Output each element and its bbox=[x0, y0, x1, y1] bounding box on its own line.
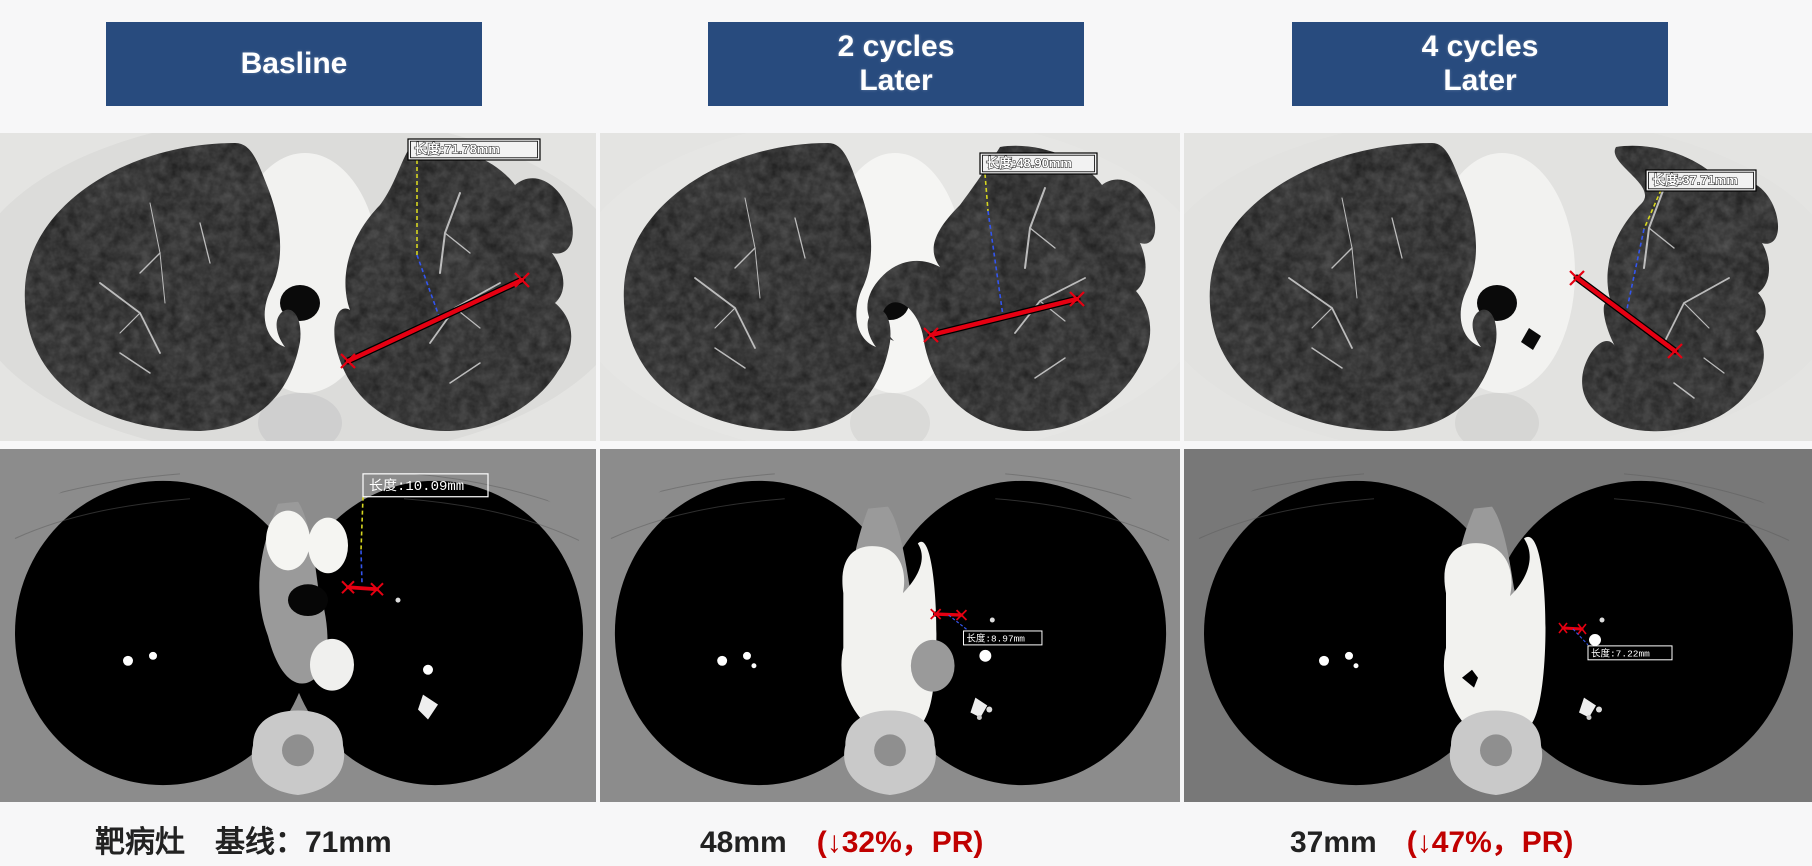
svg-text:长度:7.22mm: 长度:7.22mm bbox=[1591, 647, 1650, 659]
svg-text:长度:37.71mm: 长度:37.71mm bbox=[1652, 173, 1738, 188]
svg-text:长度:71.78mm: 长度:71.78mm bbox=[414, 142, 500, 157]
svg-text:长度:10.09mm: 长度:10.09mm bbox=[369, 478, 464, 495]
svg-text:长度:48.90mm: 长度:48.90mm bbox=[986, 156, 1072, 171]
svg-text:长度:8.97mm: 长度:8.97mm bbox=[966, 632, 1025, 644]
